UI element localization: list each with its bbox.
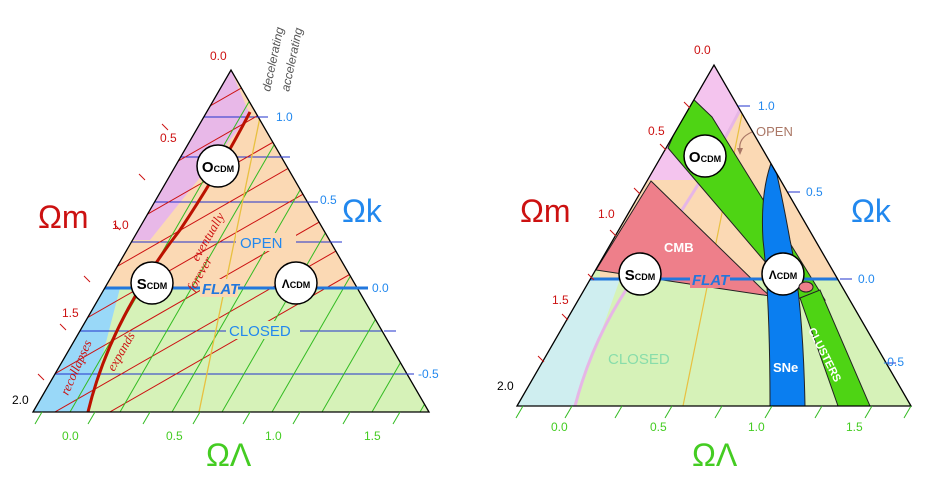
left-m-tick-4: 2.0 xyxy=(12,393,29,407)
svg-text:SCDM: SCDM xyxy=(625,267,656,284)
left-k-tick-2: 0.0 xyxy=(372,281,389,295)
left-lambda-tick-1: 0.5 xyxy=(166,429,183,443)
left-omega-m-label: Ωm xyxy=(38,199,89,235)
svg-text:SCDM: SCDM xyxy=(137,276,168,293)
left-m-tick-3: 1.5 xyxy=(62,306,79,320)
right-lcdm-marker: ΛCDM xyxy=(761,252,805,296)
right-k-tick-0: 1.0 xyxy=(758,99,775,113)
left-flat-label: FLAT xyxy=(202,281,241,298)
left-lcdm-marker: ΛCDM xyxy=(274,261,318,305)
right-scdm-marker: SCDM xyxy=(618,252,662,296)
left-ocdm-marker: OCDM xyxy=(196,144,240,188)
left-m-ticks-outside xyxy=(37,123,169,381)
left-m-tick-0: 0.0 xyxy=(210,49,227,63)
right-triangle: 0.0 0.5 1.0 1.5 2.0 1.0 0.5 0.0 -0.5 0.0… xyxy=(497,43,913,473)
left-k-ticks xyxy=(256,116,414,375)
right-ocdm-marker: OCDM xyxy=(683,134,727,178)
right-omega-k-label: Ωk xyxy=(851,193,892,229)
right-lambda-tick-1: 0.5 xyxy=(650,420,667,434)
right-closed-label: CLOSED xyxy=(608,351,670,368)
right-cmb-label: CMB xyxy=(664,240,694,255)
right-m-tick-3: 1.5 xyxy=(552,293,569,307)
left-omega-lambda-label: ΩΛ xyxy=(206,437,252,473)
left-k-tick-1: 0.5 xyxy=(320,193,337,207)
right-k-tick-1: 0.5 xyxy=(806,185,823,199)
svg-text:ΛCDM: ΛCDM xyxy=(282,277,311,291)
right-flat-label: FLAT xyxy=(692,272,731,289)
left-k-tick-3: -0.5 xyxy=(418,367,439,381)
left-open-label: OPEN xyxy=(240,235,283,252)
right-lambda-tick-3: 1.5 xyxy=(846,420,863,434)
right-omega-m-label: Ωm xyxy=(520,193,571,229)
right-lambda-ticks-outside xyxy=(515,405,912,419)
svg-text:OCDM: OCDM xyxy=(202,159,234,176)
right-k-tick-3: -0.5 xyxy=(883,355,904,369)
svg-text:ΛCDM: ΛCDM xyxy=(769,268,798,282)
left-scdm-marker: SCDM xyxy=(130,261,174,305)
left-m-tick-2: 1.0 xyxy=(112,218,129,232)
right-k-ticks xyxy=(738,105,896,364)
right-clusters-region xyxy=(799,289,871,406)
svg-text:OCDM: OCDM xyxy=(689,149,721,166)
right-open-label: OPEN xyxy=(756,124,793,139)
right-m-tick-4: 2.0 xyxy=(497,379,514,393)
left-closed-label: CLOSED xyxy=(229,323,291,340)
left-omega-k-label: Ωk xyxy=(342,193,383,229)
right-sne-label: SNe xyxy=(773,360,798,375)
left-lambda-tick-2: 1.0 xyxy=(265,429,282,443)
left-lambda-tick-0: 0.0 xyxy=(62,429,79,443)
right-omega-lambda-label: ΩΛ xyxy=(692,437,738,473)
left-triangle-outline xyxy=(31,68,431,413)
right-m-tick-1: 0.5 xyxy=(648,124,665,138)
left-lambda-tick-3: 1.5 xyxy=(364,429,381,443)
right-m-tick-2: 1.0 xyxy=(598,207,615,221)
left-k-tick-0: 1.0 xyxy=(276,110,293,124)
right-lambda-tick-0: 0.0 xyxy=(551,420,568,434)
left-lambda-ticks-outside xyxy=(34,411,401,425)
right-k-tick-2: 0.0 xyxy=(858,272,875,286)
right-m-tick-0: 0.0 xyxy=(694,43,711,57)
left-m-tick-1: 0.5 xyxy=(160,131,177,145)
right-lambda-tick-2: 1.0 xyxy=(748,420,765,434)
right-m-ticks-outside xyxy=(537,101,691,363)
